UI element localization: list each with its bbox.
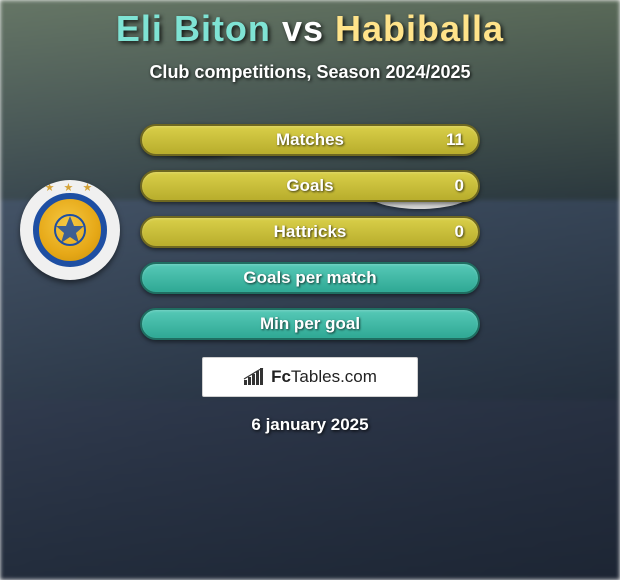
stat-value: 11 xyxy=(446,130,464,150)
stat-value: 0 xyxy=(455,222,464,242)
date-line: 6 january 2025 xyxy=(251,415,368,435)
stat-label: Goals xyxy=(286,176,333,196)
stat-row: Matches 11 xyxy=(140,117,480,163)
stat-pill: Matches 11 xyxy=(140,124,480,156)
page-title: Eli Biton vs Habiballa xyxy=(116,8,504,50)
club-badge-inner: ★ ★ ★ xyxy=(33,193,107,267)
stat-label: Hattricks xyxy=(274,222,347,242)
stat-row: Goals 0 xyxy=(140,163,480,209)
brand-footer-box: FcTables.com xyxy=(202,357,418,397)
stat-label: Matches xyxy=(276,130,344,150)
stat-pill: Goals 0 xyxy=(140,170,480,202)
stat-pill: Hattricks 0 xyxy=(140,216,480,248)
club-badge: ★ ★ ★ xyxy=(20,180,120,280)
stat-value: 0 xyxy=(455,176,464,196)
bars-icon xyxy=(243,368,265,386)
title-player-left: Eli Biton xyxy=(116,8,271,49)
subtitle: Club competitions, Season 2024/2025 xyxy=(149,62,470,83)
star-icon: ★ ★ ★ xyxy=(45,181,96,194)
stat-row: Hattricks 0 xyxy=(140,209,480,255)
title-player-right: Habiballa xyxy=(335,8,504,49)
brand-text: FcTables.com xyxy=(271,367,377,387)
title-vs: vs xyxy=(282,8,324,49)
stat-label: Goals per match xyxy=(243,268,376,288)
stat-label: Min per goal xyxy=(260,314,360,334)
stat-pill: Min per goal xyxy=(140,308,480,340)
stat-row: Goals per match xyxy=(140,255,480,301)
stat-row: Min per goal xyxy=(140,301,480,347)
stat-pill: Goals per match xyxy=(140,262,480,294)
